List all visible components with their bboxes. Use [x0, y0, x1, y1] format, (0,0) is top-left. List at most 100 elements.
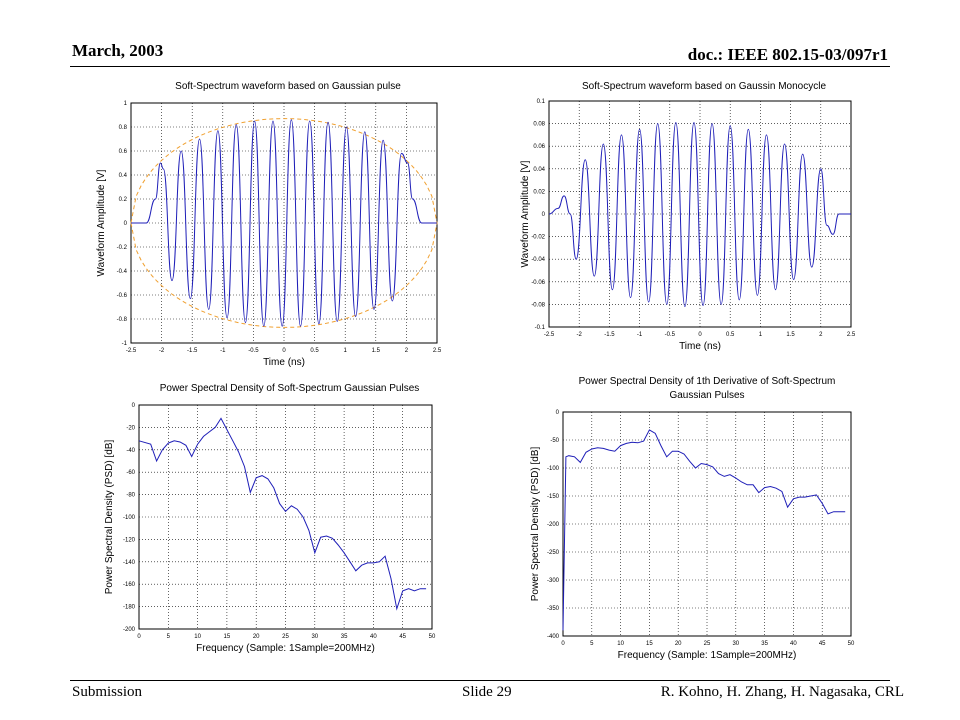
- header-date: March, 2003: [72, 41, 164, 60]
- series-line: [130, 119, 437, 327]
- y-tick-label: -200: [547, 522, 560, 528]
- x-tick-label: 2: [405, 348, 409, 354]
- chart-title: Gaussian Pulses: [669, 390, 744, 401]
- x-tick-label: 0.5: [726, 332, 735, 338]
- x-tick-label: 20: [675, 641, 682, 647]
- y-tick-label: -0.2: [117, 245, 128, 251]
- y-tick-label: 1: [124, 101, 128, 107]
- x-tick-label: 50: [848, 641, 855, 647]
- y-tick-label: -100: [123, 515, 136, 521]
- y-axis-label: Waveform Amplitude [V]: [96, 169, 107, 276]
- header-doc-id: doc.: IEEE 802.15-03/097r1: [687, 45, 888, 64]
- y-tick-label: 0.6: [119, 149, 128, 155]
- x-tick-label: 2: [819, 332, 823, 338]
- series-line: [138, 417, 427, 611]
- x-tick-label: 0.5: [310, 348, 319, 354]
- x-tick-label: 35: [341, 634, 348, 640]
- x-tick-label: 25: [282, 634, 289, 640]
- y-axis-label: Power Spectral Density (PSD) [dB]: [530, 447, 541, 602]
- y-tick-label: -50: [550, 438, 559, 444]
- footer-submission: Submission: [72, 684, 143, 700]
- x-tick-label: 45: [399, 634, 406, 640]
- x-tick-label: -2: [159, 348, 165, 354]
- y-axis-label: Power Spectral Density (PSD) [dB]: [104, 440, 115, 595]
- chart-1: -2.5 -2 -1.5 -1 -0.5 0 0.5 1 1.5 2 2.5 -1 -0.8 -0.6 -0…: [96, 81, 442, 368]
- y-tick-label: -0.04: [531, 257, 545, 263]
- y-tick-label: -0.4: [117, 269, 128, 275]
- x-tick-label: 0: [137, 634, 141, 640]
- y-tick-label: 0.08: [533, 122, 545, 128]
- y-tick-label: -160: [123, 582, 136, 588]
- x-tick-label: 35: [761, 641, 768, 647]
- x-tick-label: 30: [732, 641, 739, 647]
- x-tick-label: -0.5: [248, 348, 259, 354]
- envelope-upper-line: [130, 118, 438, 224]
- y-tick-label: 0.06: [533, 144, 545, 150]
- y-tick-label: 0: [124, 221, 128, 227]
- y-tick-label: 0.8: [119, 125, 128, 131]
- y-tick-label: -100: [547, 466, 560, 472]
- x-tick-label: 5: [167, 634, 171, 640]
- y-tick-label: -0.02: [531, 235, 545, 241]
- x-tick-label: 25: [704, 641, 711, 647]
- x-tick-label: 0: [698, 332, 702, 338]
- x-axis-label: Time (ns): [263, 357, 305, 368]
- envelope-lower-line: [130, 222, 438, 328]
- x-tick-label: 0: [561, 641, 565, 647]
- y-tick-label: -150: [547, 494, 560, 500]
- footer-rule: [70, 680, 890, 681]
- x-tick-label: 1.5: [786, 332, 795, 338]
- header-rule: [70, 66, 890, 67]
- series-line: [548, 121, 851, 308]
- x-tick-label: -1: [220, 348, 226, 354]
- y-tick-label: -0.08: [531, 302, 545, 308]
- y-tick-label: 0.1: [537, 99, 546, 105]
- y-tick-label: -250: [547, 550, 560, 556]
- x-tick-label: 10: [194, 634, 201, 640]
- x-tick-label: 1: [344, 348, 348, 354]
- x-tick-label: 50: [429, 634, 436, 640]
- x-tick-label: 0: [282, 348, 286, 354]
- y-tick-label: -400: [547, 634, 560, 640]
- y-tick-label: -200: [123, 627, 136, 633]
- y-tick-label: -180: [123, 605, 136, 611]
- y-tick-label: 0.2: [119, 197, 128, 203]
- y-tick-label: -300: [547, 578, 560, 584]
- y-tick-label: 0.4: [119, 173, 128, 179]
- y-tick-label: 0: [132, 403, 136, 409]
- x-axis-label: Frequency (Sample: 1Sample=200MHz): [196, 643, 375, 654]
- x-tick-label: 2.5: [433, 348, 442, 354]
- x-tick-label: 2.5: [847, 332, 856, 338]
- x-tick-label: 5: [590, 641, 594, 647]
- y-axis-label: Waveform Amplitude [V]: [520, 160, 531, 267]
- x-tick-label: 1.5: [372, 348, 381, 354]
- series-line: [562, 429, 846, 631]
- y-tick-label: -140: [123, 560, 136, 566]
- y-tick-label: -120: [123, 537, 136, 543]
- x-tick-label: 10: [617, 641, 624, 647]
- y-tick-label: -1: [122, 341, 128, 347]
- chart-title: Soft-Spectrum waveform based on Gaussian…: [175, 81, 401, 92]
- x-tick-label: -2.5: [544, 332, 555, 338]
- y-tick-label: -0.8: [117, 317, 128, 323]
- x-axis-label: Frequency (Sample: 1Sample=200MHz): [618, 650, 797, 661]
- x-tick-label: -1.5: [604, 332, 615, 338]
- chart-2: -2.5 -2 -1.5 -1 -0.5 0 0.5 1 1.5 2 2.5 -0.1 -0.08 -0.…: [520, 81, 856, 352]
- chart-title: Soft-Spectrum waveform based on Gaussin …: [582, 81, 826, 92]
- x-tick-label: 15: [224, 634, 231, 640]
- y-tick-label: -0.06: [531, 280, 545, 286]
- y-tick-label: 0: [542, 212, 546, 218]
- y-tick-label: -350: [547, 606, 560, 612]
- x-axis-label: Time (ns): [679, 341, 721, 352]
- y-tick-label: -60: [126, 470, 135, 476]
- y-tick-label: -0.6: [117, 293, 128, 299]
- y-tick-label: -20: [126, 425, 135, 431]
- x-tick-label: 1: [759, 332, 763, 338]
- y-tick-label: -80: [126, 493, 135, 499]
- x-tick-label: -1.5: [187, 348, 198, 354]
- x-tick-label: -2: [577, 332, 583, 338]
- y-tick-label: 0: [556, 410, 560, 416]
- x-tick-label: 40: [790, 641, 797, 647]
- footer-slide-number: Slide 29: [462, 684, 512, 700]
- y-tick-label: -40: [126, 448, 135, 454]
